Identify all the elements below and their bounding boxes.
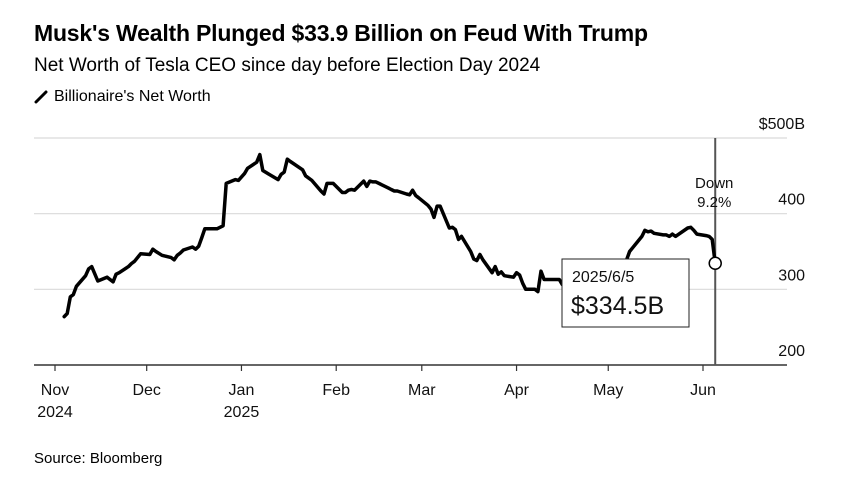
x-tick-sublabel: 2025 (224, 404, 260, 421)
x-tick-label: Nov (41, 382, 69, 399)
y-axis: $500B 400 300 200 (759, 116, 805, 360)
legend: Billionaire's Net Worth (34, 88, 211, 106)
y-tick-label: 400 (778, 192, 805, 209)
y-tick-label: $500B (759, 116, 805, 133)
x-tick-label: May (593, 382, 623, 399)
legend-line-icon (34, 90, 48, 104)
line-chart: $500B 400 300 200 Nov 2024 Dec Jan 2025 Feb Mar Ap… (34, 116, 805, 421)
y-tick-label: 200 (778, 343, 805, 360)
x-tick-label: Apr (504, 382, 530, 399)
end-point-marker[interactable] (708, 256, 722, 270)
tooltip-box (561, 258, 690, 328)
legend-label: Billionaire's Net Worth (54, 88, 211, 105)
x-tick-label: Dec (132, 382, 160, 399)
change-annotation-line2: 9.2% (697, 194, 731, 211)
source-note: Source: Bloomberg (34, 450, 163, 467)
change-annotation-line1: Down (695, 175, 733, 192)
x-tick-label: Mar (408, 382, 436, 399)
tooltip-date: 2025/6/5 (572, 269, 634, 286)
tooltip-value: $334.5B (571, 292, 664, 320)
tooltip: 2025/6/5 $334.5B (561, 258, 690, 328)
x-tick-label: Jun (690, 382, 716, 399)
chart-title: Musk's Wealth Plunged $33.9 Billion on F… (34, 20, 648, 46)
x-tick-label: Jan (229, 382, 255, 399)
x-tick-label: Feb (322, 382, 350, 399)
y-tick-label: 300 (778, 267, 805, 284)
chart-subtitle: Net Worth of Tesla CEO since day before … (34, 55, 541, 76)
x-axis: Nov 2024 Dec Jan 2025 Feb Mar Apr May Jun (34, 364, 787, 421)
x-tick-sublabel: 2024 (37, 404, 73, 421)
